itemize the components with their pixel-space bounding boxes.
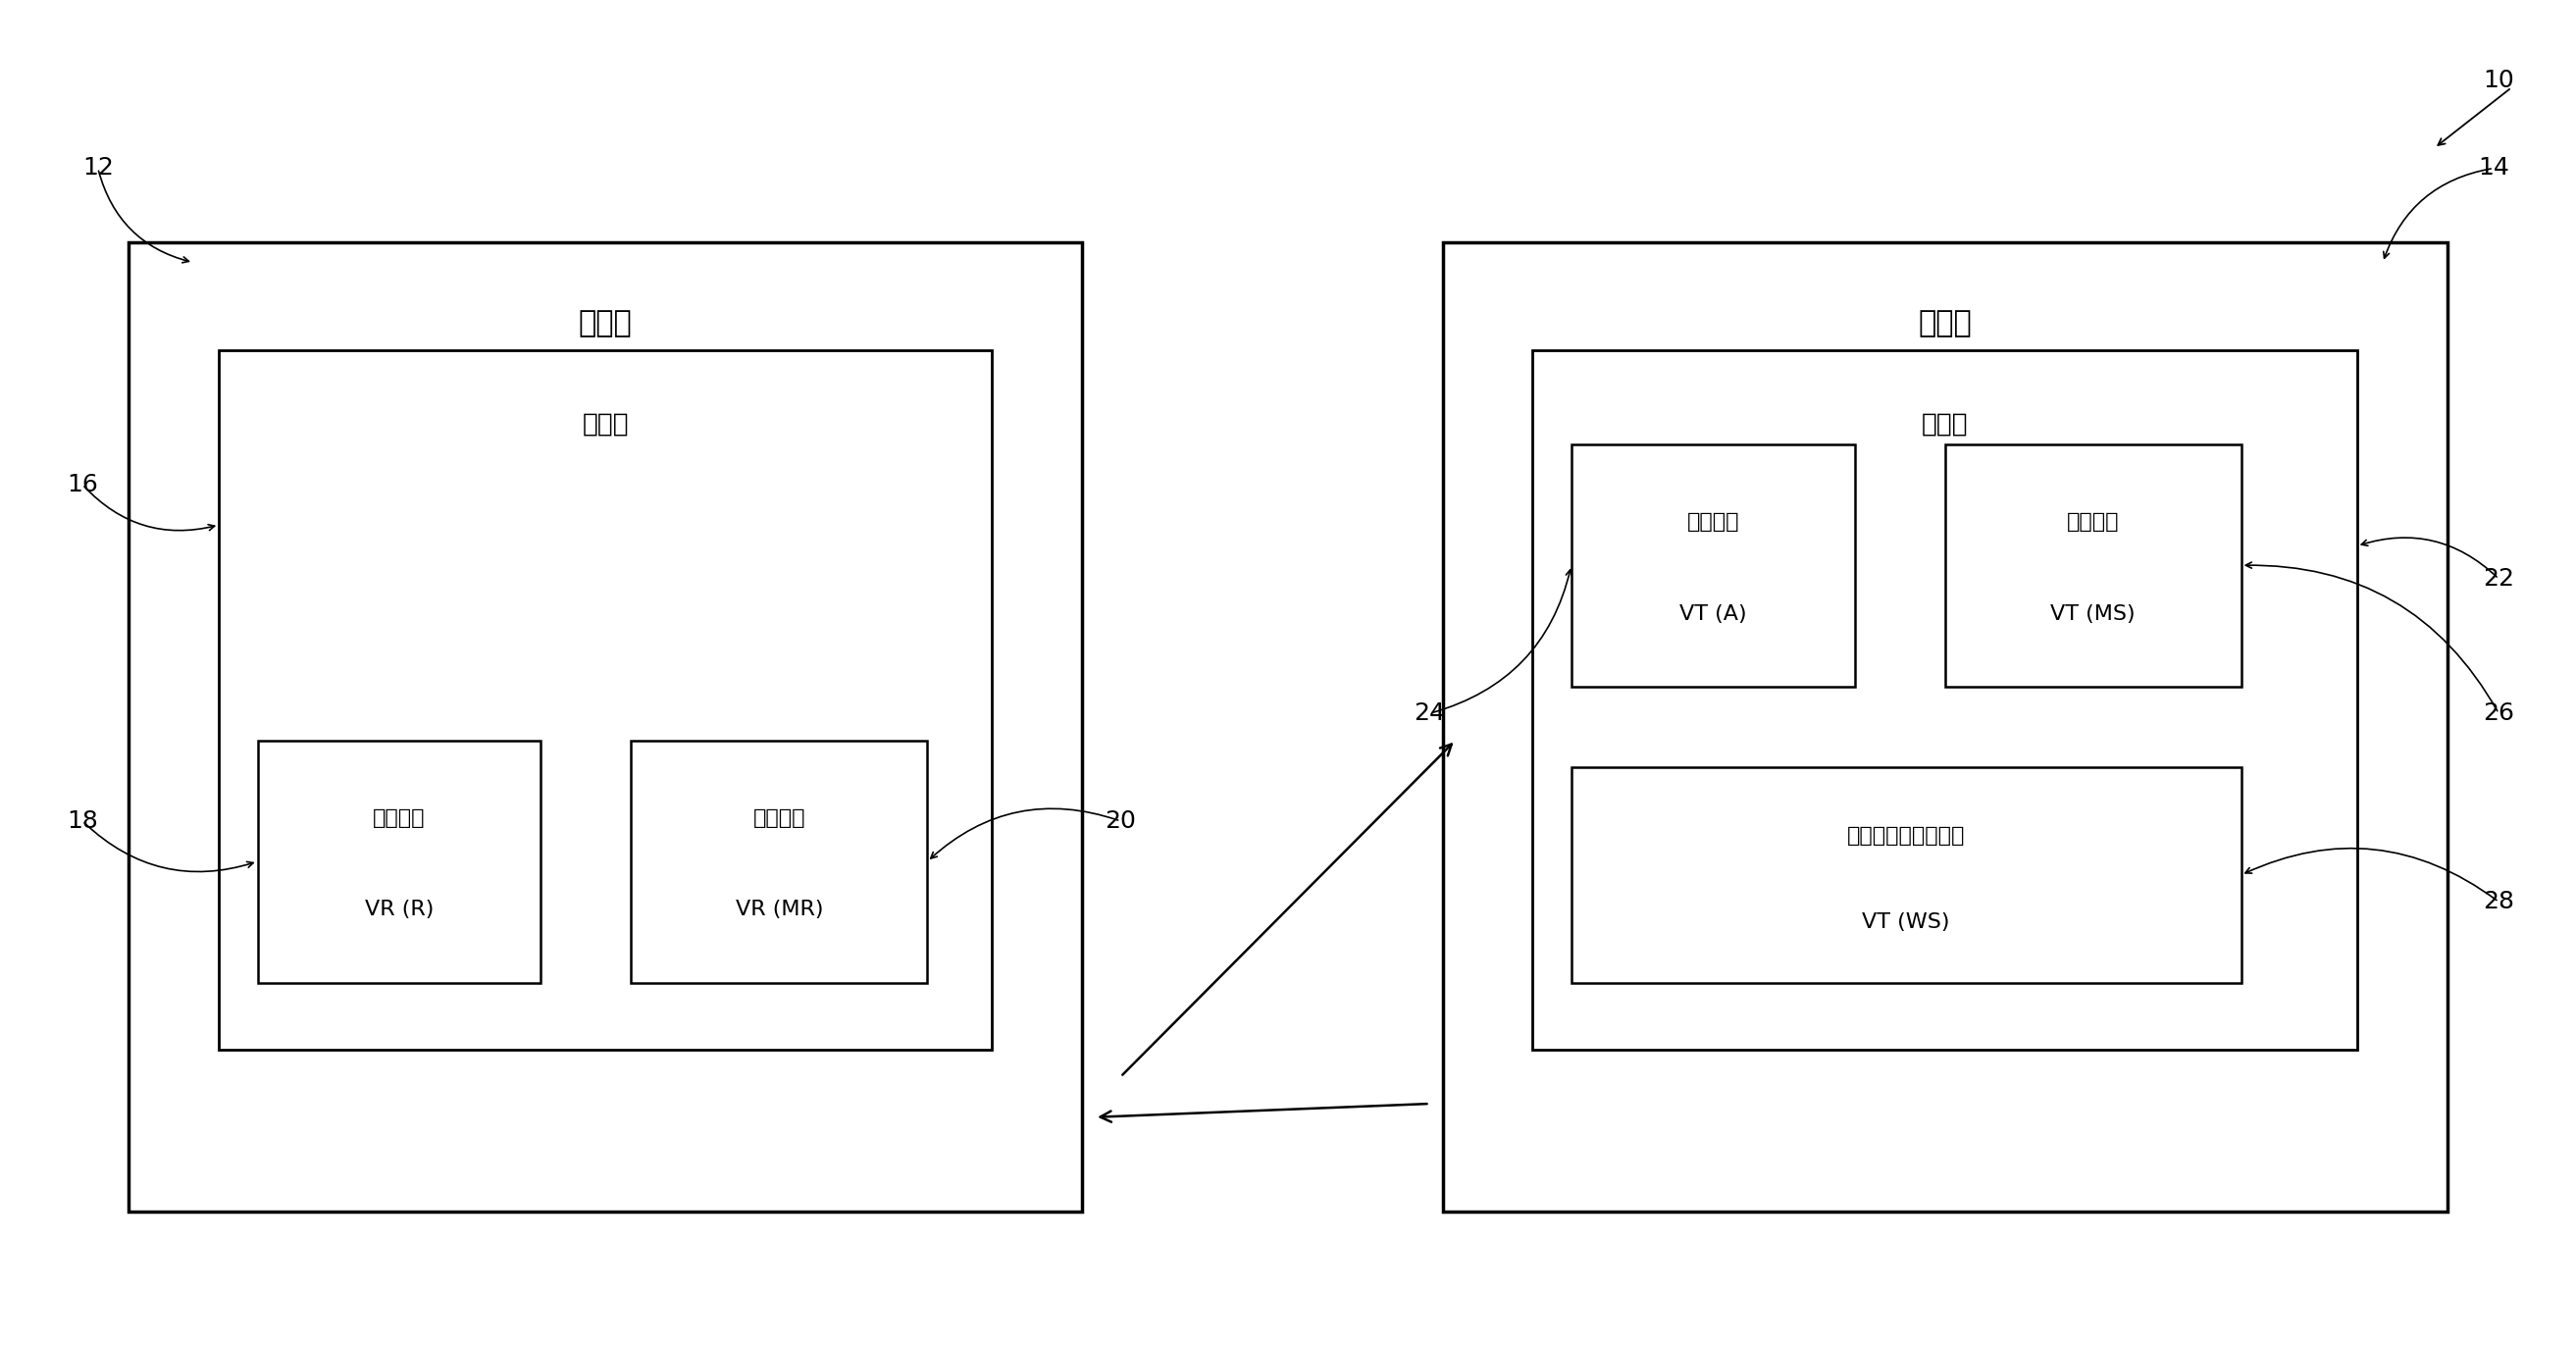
Text: 22: 22: [2483, 567, 2514, 591]
Text: 14: 14: [2478, 156, 2509, 180]
Bar: [631, 740, 927, 983]
Text: 28: 28: [2483, 890, 2514, 914]
Text: 接收框: 接收框: [582, 412, 629, 436]
Bar: [1945, 444, 2241, 686]
Text: VT (MS): VT (MS): [2050, 604, 2136, 623]
Bar: [1443, 242, 2447, 1211]
Text: 18: 18: [67, 809, 98, 833]
Text: VR (MR): VR (MR): [734, 900, 824, 919]
Text: 24: 24: [1414, 701, 1445, 725]
Text: 传送框大小状态变数: 传送框大小状态变数: [1847, 826, 1965, 845]
Bar: [129, 242, 1082, 1211]
Text: VR (R): VR (R): [366, 900, 433, 919]
Bar: [1571, 767, 2241, 983]
Text: 状态变数: 状态变数: [374, 808, 425, 828]
Text: 传送框: 传送框: [1922, 412, 1968, 436]
Text: VT (A): VT (A): [1680, 604, 1747, 623]
Bar: [1571, 444, 1855, 686]
Bar: [219, 350, 992, 1050]
Text: 传送器: 传送器: [1919, 308, 1971, 338]
Text: 接收器: 接收器: [580, 308, 631, 338]
Text: 状态变数: 状态变数: [752, 808, 806, 828]
Bar: [1533, 350, 2357, 1050]
Text: 状态变数: 状态变数: [2066, 511, 2120, 532]
Text: 20: 20: [1105, 809, 1136, 833]
Text: 10: 10: [2483, 69, 2514, 93]
Text: 26: 26: [2483, 701, 2514, 725]
Text: 12: 12: [82, 156, 113, 180]
Text: 16: 16: [67, 472, 98, 497]
Text: 状态变数: 状态变数: [1687, 511, 1739, 532]
Bar: [258, 740, 541, 983]
Text: VT (WS): VT (WS): [1862, 913, 1950, 931]
